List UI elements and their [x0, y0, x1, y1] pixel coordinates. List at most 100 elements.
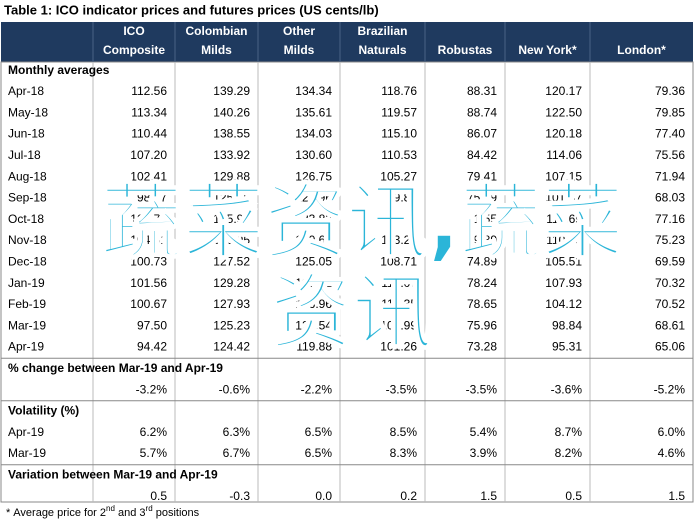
- cell-value: 140.26: [213, 105, 250, 119]
- cell-value: 107.15: [545, 169, 582, 183]
- cell-value: 6.3%: [223, 425, 251, 439]
- column-header: Colombian: [186, 24, 248, 38]
- footnote-text: nd: [106, 504, 115, 513]
- column-header: Naturals: [358, 43, 406, 57]
- table-border: [0, 61, 694, 503]
- section-title: Variation between Mar-19 and Apr-19: [8, 468, 218, 482]
- section-title: Monthly averages: [8, 63, 110, 77]
- cell-value: 119.57: [381, 105, 417, 119]
- cell-value: 95.31: [552, 340, 582, 354]
- cell-value: 122.96: [295, 191, 332, 205]
- cell-value: 135.98: [213, 212, 250, 226]
- cell-value: 130.60: [295, 148, 332, 162]
- cell-value: -5.2%: [654, 382, 686, 396]
- cell-value: 73.28: [467, 340, 497, 354]
- cell-value: 79.89: [467, 233, 497, 247]
- cell-value: 0.0: [315, 489, 332, 503]
- cell-value: 8.5%: [390, 425, 418, 439]
- cell-value: 104.99: [380, 318, 417, 332]
- cell-value: 100.73: [130, 255, 167, 269]
- cell-value: 106.71: [130, 212, 167, 226]
- cell-value: 101.56: [130, 276, 167, 290]
- cell-value: 70.52: [655, 297, 685, 311]
- cell-value: -0.6%: [219, 382, 251, 396]
- cell-value: 127.52: [213, 255, 250, 269]
- cell-value: 84.42: [467, 148, 497, 162]
- cell-value: 110.80: [546, 233, 582, 247]
- cell-value: 97.50: [137, 318, 167, 332]
- footnote-text: 3: [139, 507, 145, 519]
- cell-value: 129.88: [213, 169, 250, 183]
- cell-value: 6.2%: [140, 425, 168, 439]
- cell-value: 71.94: [655, 169, 685, 183]
- cell-value: 126.75: [295, 169, 332, 183]
- cell-value: 122.54: [295, 318, 332, 332]
- cell-value: 98.84: [552, 318, 582, 332]
- cell-value: 122.50: [545, 105, 582, 119]
- cell-value: -0.3: [229, 489, 250, 503]
- cell-value: 120.17: [545, 84, 582, 98]
- cell-value: 100.67: [130, 297, 167, 311]
- footnote: * Average price for 2nd and 3rd positions: [6, 504, 200, 519]
- cell-value: 75.56: [655, 148, 685, 162]
- cell-value: 86.07: [467, 127, 497, 141]
- header-band: [1, 22, 693, 62]
- cell-value: 138.55: [213, 127, 250, 141]
- cell-value: 119.88: [296, 340, 332, 354]
- cell-value: 127.91: [295, 276, 332, 290]
- footnote-text: Average price for: [13, 507, 100, 519]
- cell-value: -3.5%: [386, 382, 418, 396]
- cell-value: 113.34: [131, 105, 167, 119]
- cell-value: 130.61: [295, 233, 332, 247]
- cell-value: 78.65: [467, 297, 497, 311]
- footnote-marker: *: [6, 507, 11, 519]
- cell-value: 75.96: [467, 318, 497, 332]
- cell-value: 134.03: [295, 127, 332, 141]
- cell-value: 129.28: [213, 276, 250, 290]
- cell-value: -2.2%: [301, 382, 333, 396]
- table-title: Table 1: ICO indicator prices and future…: [4, 2, 379, 17]
- cell-value: 114.06: [546, 148, 582, 162]
- cell-value: 101.26: [380, 340, 417, 354]
- row-label: May-18: [8, 105, 48, 119]
- cell-value: 132.95: [213, 233, 250, 247]
- cell-value: 105.27: [380, 169, 417, 183]
- row-label: Sep-18: [8, 191, 47, 205]
- section-title: Volatility (%): [8, 404, 79, 418]
- cell-value: 125.23: [213, 318, 250, 332]
- cell-value: 99.87: [387, 191, 417, 205]
- cell-value: 0.5: [150, 489, 167, 503]
- row-label: Feb-19: [8, 297, 46, 311]
- footnote-text: and: [115, 507, 139, 519]
- column-header: New York*: [518, 43, 577, 57]
- cell-value: -3.6%: [551, 382, 583, 396]
- row-label: Jul-18: [8, 148, 41, 162]
- cell-value: 110.44: [131, 127, 167, 141]
- column-header: ICO: [123, 24, 144, 38]
- cell-value: 68.03: [655, 191, 685, 205]
- cell-value: 70.32: [655, 276, 685, 290]
- column-header: Brazilian: [357, 24, 407, 38]
- cell-value: 105.51: [545, 255, 582, 269]
- footnote-text: rd: [146, 504, 153, 513]
- cell-value: 104.61: [130, 233, 167, 247]
- column-header: Robustas: [438, 43, 493, 57]
- cell-value: 0.2: [400, 489, 417, 503]
- column-header: Milds: [201, 43, 232, 57]
- footnote-text: 2: [100, 507, 106, 519]
- cell-value: 110.53: [381, 148, 417, 162]
- column-header: London*: [617, 43, 666, 57]
- row-label: Apr-19: [8, 425, 44, 439]
- cell-value: 77.16: [655, 212, 685, 226]
- cell-value: 107.20: [130, 148, 167, 162]
- cell-value: 5.4%: [470, 425, 498, 439]
- column-header: Composite: [103, 43, 165, 57]
- cell-value: 115.10: [381, 127, 417, 141]
- row-label: Dec-18: [8, 255, 47, 269]
- row-label: Nov-18: [8, 233, 47, 247]
- cell-value: 139.29: [213, 84, 250, 98]
- cell-value: 1.5: [668, 489, 685, 503]
- cell-value: 77.40: [655, 127, 685, 141]
